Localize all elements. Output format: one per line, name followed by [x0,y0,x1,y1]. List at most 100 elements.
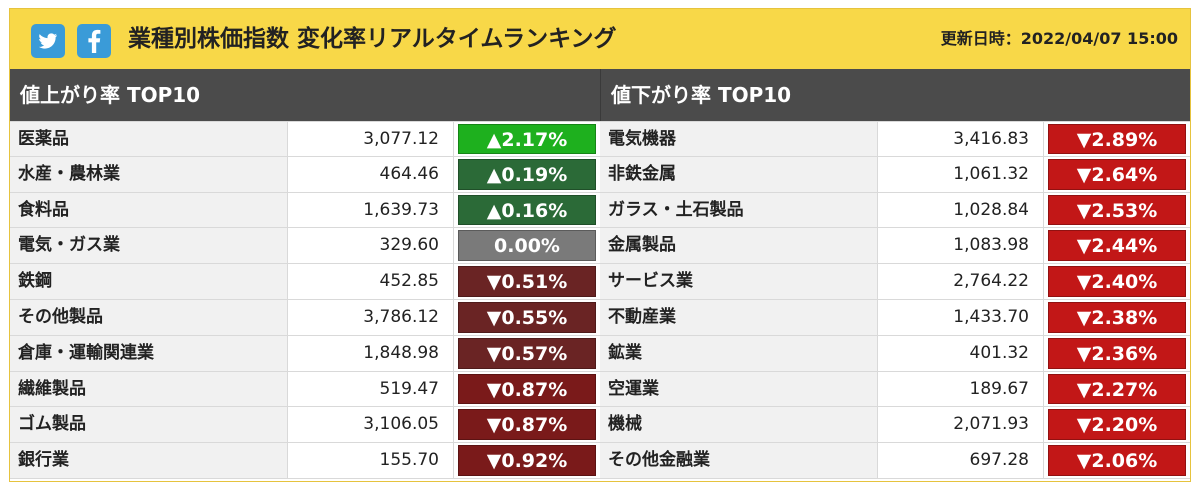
page-title: 業種別株価指数 変化率リアルタイムランキング [128,26,617,52]
losers-list: 電気機器 3,416.83 ▼2.89% 非鉄金属 1,061.32 ▼2.64% ガラス・… [600,121,1190,479]
table-row[interactable]: 鉱業 401.32 ▼2.36% [600,335,1190,372]
change-cell: ▼0.57% [454,336,600,371]
ranking-widget: 業種別株価指数 変化率リアルタイムランキング 更新日時：2022/04/07 1… [9,8,1191,482]
index-value: 1,848.98 [288,335,454,371]
change-cell: ▲0.19% [454,157,600,192]
index-value: 697.28 [878,443,1044,478]
index-value: 3,106.05 [288,407,454,443]
sector-name[interactable]: その他製品 [10,299,288,335]
sector-name[interactable]: 非鉄金属 [600,156,878,192]
change-badge: ▼0.92% [458,445,596,476]
sector-name[interactable]: 不動産業 [600,299,878,335]
table-row[interactable]: 非鉄金属 1,061.32 ▼2.64% [600,156,1190,193]
updated-timestamp: 更新日時：2022/04/07 15:00 [940,29,1178,48]
sector-name[interactable]: 金属製品 [600,228,878,264]
sector-name[interactable]: 機械 [600,407,878,443]
table-row[interactable]: 繊維製品 519.47 ▼0.87% [10,371,600,408]
change-badge: ▼2.06% [1048,445,1186,476]
change-badge: ▼2.27% [1048,373,1186,405]
sector-name[interactable]: サービス業 [600,264,878,299]
sector-name[interactable]: 繊維製品 [10,371,288,407]
change-cell: 0.00% [454,228,600,263]
change-cell: ▼2.36% [1044,336,1190,371]
losers-panel: 値下がり率 TOP10 電気機器 3,416.83 ▼2.89% 非鉄金属 1,061.… [600,69,1190,479]
change-cell: ▼2.38% [1044,300,1190,335]
change-badge: ▼2.64% [1048,158,1186,190]
index-value: 155.70 [288,443,454,478]
index-value: 1,433.70 [878,299,1044,335]
table-row[interactable]: 空運業 189.67 ▼2.27% [600,371,1190,408]
change-badge: ▼2.38% [1048,301,1186,333]
table-row[interactable]: 銀行業 155.70 ▼0.92% [10,443,600,479]
table-row[interactable]: その他製品 3,786.12 ▼0.55% [10,299,600,336]
index-value: 452.85 [288,264,454,299]
change-cell: ▼2.20% [1044,407,1190,442]
sector-name[interactable]: 銀行業 [10,443,288,478]
table-row[interactable]: ガラス・土石製品 1,028.84 ▼2.53% [600,192,1190,229]
index-value: 3,416.83 [878,122,1044,156]
sector-name[interactable]: 鉄鋼 [10,264,288,299]
change-badge: ▲0.19% [458,158,596,190]
change-cell: ▼0.92% [454,443,600,478]
sector-name[interactable]: ゴム製品 [10,407,288,443]
table-row[interactable]: 食料品 1,639.73 ▲0.16% [10,192,600,229]
table-row[interactable]: 倉庫・運輸関連業 1,848.98 ▼0.57% [10,335,600,372]
index-value: 519.47 [288,371,454,407]
table-row[interactable]: 金属製品 1,083.98 ▼2.44% [600,228,1190,265]
twitter-share-button[interactable] [31,24,65,58]
change-badge: ▼2.20% [1048,409,1186,441]
twitter-icon [39,33,57,49]
index-value: 2,071.93 [878,407,1044,443]
index-value: 1,639.73 [288,192,454,228]
gainers-title: 値上がり率 TOP10 [10,69,600,121]
change-badge: ▼2.36% [1048,337,1186,369]
change-cell: ▼0.51% [454,264,600,299]
sector-name[interactable]: 医薬品 [10,122,288,156]
sector-name[interactable]: 食料品 [10,192,288,228]
index-value: 1,083.98 [878,228,1044,264]
index-value: 189.67 [878,371,1044,407]
gainers-panel: 値上がり率 TOP10 医薬品 3,077.12 ▲2.17% 水産・農林業 464.4… [10,69,600,479]
table-row[interactable]: ゴム製品 3,106.05 ▼0.87% [10,407,600,444]
change-cell: ▼2.64% [1044,157,1190,192]
sector-name[interactable]: その他金融業 [600,443,878,478]
table-row[interactable]: 水産・農林業 464.46 ▲0.19% [10,156,600,193]
table-row[interactable]: 電気・ガス業 329.60 0.00% [10,228,600,265]
index-value: 1,028.84 [878,192,1044,228]
sector-name[interactable]: 水産・農林業 [10,156,288,192]
change-badge: ▼0.57% [458,337,596,369]
table-row[interactable]: 医薬品 3,077.12 ▲2.17% [10,121,600,157]
change-cell: ▼0.55% [454,300,600,335]
change-cell: ▼2.40% [1044,264,1190,299]
sector-name[interactable]: 空運業 [600,371,878,407]
losers-title: 値下がり率 TOP10 [600,69,1190,121]
change-badge: ▼2.44% [1048,230,1186,262]
change-cell: ▼2.53% [1044,193,1190,228]
change-cell: ▼2.44% [1044,228,1190,263]
sector-name[interactable]: 電気機器 [600,122,878,156]
index-value: 329.60 [288,228,454,264]
table-row[interactable]: 電気機器 3,416.83 ▼2.89% [600,121,1190,157]
table-row[interactable]: 鉄鋼 452.85 ▼0.51% [10,264,600,300]
sector-name[interactable]: ガラス・土石製品 [600,192,878,228]
change-badge: ▼0.51% [458,266,596,297]
index-value: 3,077.12 [288,122,454,156]
change-badge: 0.00% [458,230,596,262]
change-badge: ▲2.17% [458,124,596,154]
change-badge: ▲0.16% [458,194,596,226]
table-row[interactable]: サービス業 2,764.22 ▼2.40% [600,264,1190,300]
facebook-share-button[interactable] [77,24,111,58]
facebook-icon [88,29,101,53]
table-row[interactable]: その他金融業 697.28 ▼2.06% [600,443,1190,479]
index-value: 1,061.32 [878,156,1044,192]
change-cell: ▲2.17% [454,122,600,156]
sector-name[interactable]: 電気・ガス業 [10,228,288,264]
table-row[interactable]: 不動産業 1,433.70 ▼2.38% [600,299,1190,336]
table-row[interactable]: 機械 2,071.93 ▼2.20% [600,407,1190,444]
sector-name[interactable]: 倉庫・運輸関連業 [10,335,288,371]
change-cell: ▲0.16% [454,193,600,228]
index-value: 3,786.12 [288,299,454,335]
sector-name[interactable]: 鉱業 [600,335,878,371]
change-cell: ▼2.89% [1044,122,1190,156]
change-badge: ▼2.53% [1048,194,1186,226]
